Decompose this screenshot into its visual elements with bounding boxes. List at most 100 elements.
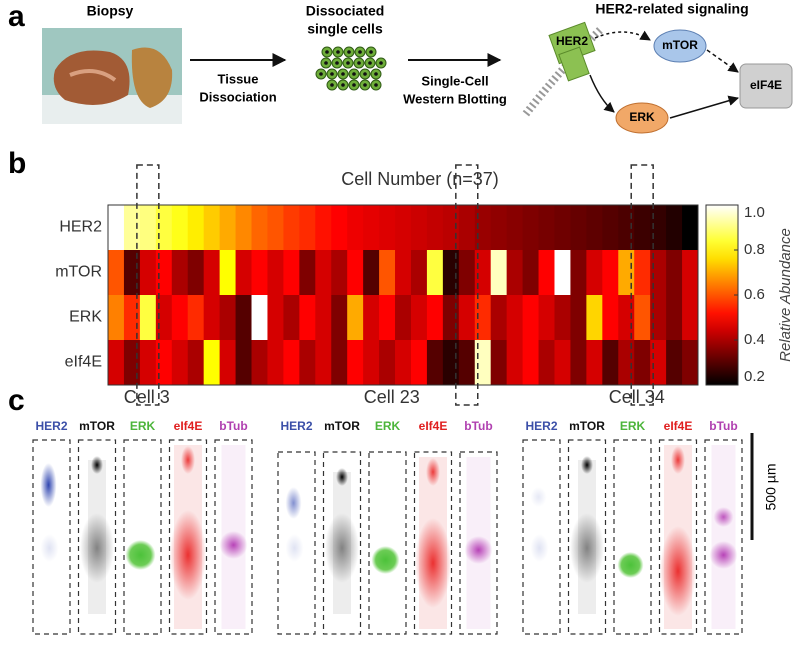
lane-box [704,439,743,635]
heat-cell [251,205,268,251]
heat-cell [570,295,587,341]
heat-cell [347,250,364,296]
heat-cell [410,250,428,296]
heat-cell [410,205,428,251]
label: Dissociation [199,89,276,104]
heat-cell [379,250,396,296]
heat-cell [331,205,348,251]
heat-cell [283,295,300,341]
nucleus [368,61,372,65]
band [464,536,493,564]
band [181,446,195,474]
heat-cell [426,295,444,341]
heat-cell [299,205,316,251]
nucleus [369,50,373,54]
nucleus [347,50,351,54]
band [40,463,57,507]
heat-cell [458,250,476,296]
heat-cell [363,295,380,341]
colorbar [705,204,739,386]
band [671,446,685,474]
heat-cell [395,340,412,386]
band [660,526,696,616]
lane-box [613,439,652,635]
lane-box [413,451,453,635]
lane-box [32,439,71,635]
label: Dissociated [306,3,385,19]
lane-label: ERK [130,419,156,433]
heat-cell [490,295,508,341]
heat-cell [490,250,508,296]
band [713,507,734,527]
lane-label: ERK [620,419,646,433]
lane-label: mTOR [324,419,360,433]
row-label: HER2 [59,219,102,236]
heat-cell [666,205,683,251]
label: HER2-related signaling [595,1,748,17]
band [415,518,451,608]
row-label: mTOR [55,264,102,281]
highlight-box [455,164,479,406]
blots: Cell 3 HER2 mTOR ERK eIf4E bTub Cell 23 HER2 mTO… [32,387,743,635]
lane-box [322,451,362,635]
lane-label: HER2 [35,419,67,433]
lane-box [522,439,561,635]
heat-cell [426,205,444,251]
heat-cell [108,205,125,251]
nucleus [319,72,323,76]
heat-cell [251,340,268,386]
heat-cell [618,205,635,251]
heat-cell [299,250,316,296]
heat-cell [570,340,587,386]
heat-cell [235,295,253,341]
nucleus [374,72,378,76]
heat-cell [108,340,125,386]
band [91,456,103,474]
heat-cell [203,340,221,386]
band [285,487,302,519]
node-label: ERK [629,110,655,124]
band [570,513,604,583]
heat-cell [347,295,364,341]
lane-box [123,439,162,635]
panel-letter: b [8,147,26,180]
panel-letter: a [8,0,25,33]
nucleus [363,83,367,87]
heat-cell [506,205,524,251]
heat-cell [650,250,667,296]
nucleus [374,83,378,87]
heat-cell [602,295,619,341]
heat-cell [171,205,189,251]
panel-a: a Biopsy Tissue Dissociation Dissociated… [8,0,793,134]
heat-cell [187,250,205,296]
heat-cell [171,340,189,386]
heat-cell [187,295,205,341]
heat-cell [203,295,221,341]
heat-cell [458,205,476,251]
heat-cell [538,295,555,341]
heat-cell [267,205,284,251]
heat-cell [682,340,699,386]
colorbar-tick-label: 0.2 [744,368,765,385]
label: Biopsy [87,3,134,19]
lane-label: ERK [375,419,401,433]
heat-cell [108,295,125,341]
heat-cell [395,205,412,251]
heat-cell [522,205,540,251]
heat-cell [634,250,651,296]
highlight-box [136,164,160,406]
scale-label: 500 µm [763,464,779,511]
heat-cell [634,340,651,386]
nucleus [379,61,383,65]
heat-cell [554,250,571,296]
heat-cell [474,340,492,386]
nucleus [330,83,334,87]
lane-box [168,439,208,635]
heat-cell [522,340,540,386]
lane-box [459,451,498,635]
band [80,513,114,583]
label: Single-Cell [421,73,488,88]
node-label: HER2 [556,34,588,48]
heat-cell [426,340,444,386]
